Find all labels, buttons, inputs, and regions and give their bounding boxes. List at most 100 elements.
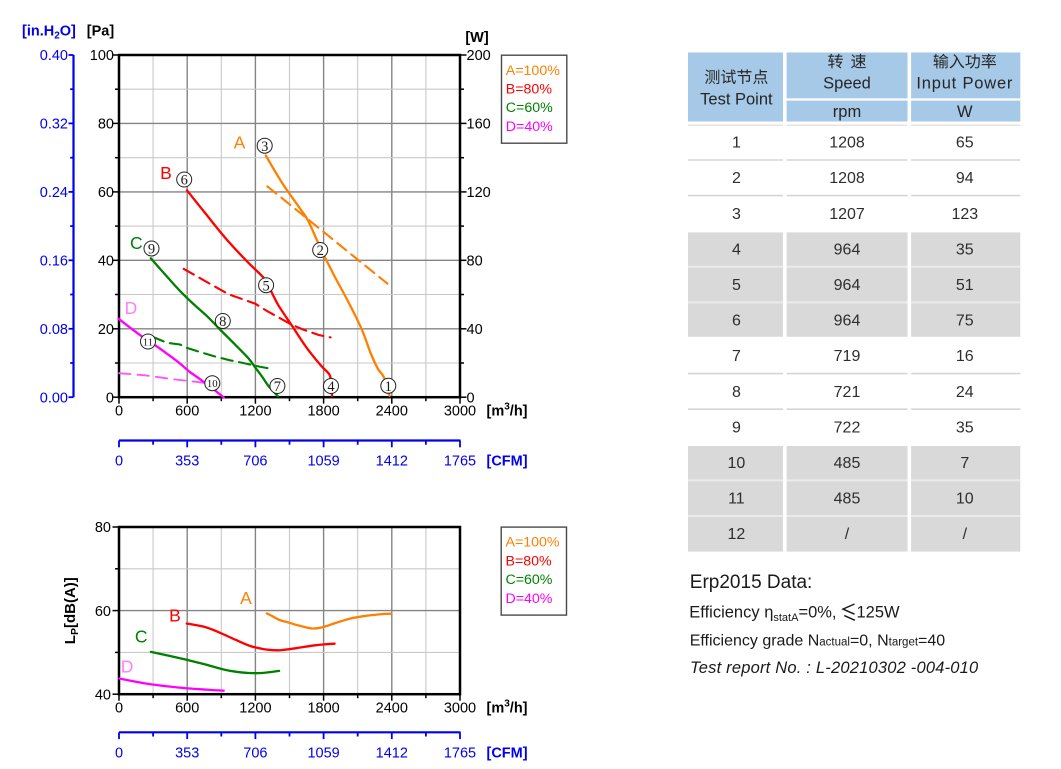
svg-text:6: 6 xyxy=(732,313,741,330)
svg-text:9: 9 xyxy=(148,242,155,258)
svg-text:485: 485 xyxy=(834,455,861,472)
svg-text:0: 0 xyxy=(106,390,114,406)
svg-text:A: A xyxy=(234,133,246,153)
svg-text:94: 94 xyxy=(956,170,974,187)
svg-text:/: / xyxy=(963,526,968,543)
svg-text:964: 964 xyxy=(834,241,861,258)
svg-text:5: 5 xyxy=(732,277,741,294)
svg-text:1: 1 xyxy=(385,379,392,395)
svg-text:80: 80 xyxy=(95,520,111,536)
svg-text:A=100%: A=100% xyxy=(506,535,560,551)
svg-text:1765: 1765 xyxy=(444,745,476,761)
svg-text:A=100%: A=100% xyxy=(506,63,560,79)
svg-text:4: 4 xyxy=(732,241,741,258)
svg-text:[m3/h]: [m3/h] xyxy=(487,699,528,717)
svg-text:2: 2 xyxy=(317,243,324,259)
svg-text:35: 35 xyxy=(956,419,974,436)
svg-text:120: 120 xyxy=(467,185,491,201)
svg-text:9: 9 xyxy=(732,419,741,436)
svg-text:60: 60 xyxy=(98,185,114,201)
svg-text:rpm: rpm xyxy=(833,103,861,121)
svg-text:80: 80 xyxy=(98,117,114,133)
svg-text:8: 8 xyxy=(732,384,741,401)
svg-text:Test report No. : L-20210302: Test report No. : L-20210302 -004-010 xyxy=(690,659,979,677)
svg-text:0.32: 0.32 xyxy=(40,117,68,133)
svg-text:C: C xyxy=(130,233,143,253)
svg-text:1412: 1412 xyxy=(376,453,408,469)
svg-text:3: 3 xyxy=(261,139,268,155)
svg-text:0: 0 xyxy=(115,453,123,469)
svg-text:3000: 3000 xyxy=(444,404,476,420)
svg-text:1059: 1059 xyxy=(307,745,339,761)
svg-text:1765: 1765 xyxy=(444,453,476,469)
svg-text:D: D xyxy=(125,298,138,318)
svg-text:0.00: 0.00 xyxy=(40,390,68,406)
svg-text:353: 353 xyxy=(175,453,199,469)
svg-text:0: 0 xyxy=(115,701,123,717)
svg-text:C: C xyxy=(135,627,148,647)
svg-text:Erp2015 Data:: Erp2015 Data: xyxy=(690,572,813,593)
svg-text:D=40%: D=40% xyxy=(506,119,553,135)
svg-text:7: 7 xyxy=(960,455,969,472)
svg-text:Test Point: Test Point xyxy=(700,91,773,109)
svg-text:24: 24 xyxy=(956,384,974,401)
svg-text:4: 4 xyxy=(327,379,335,395)
svg-text:[m3/h]: [m3/h] xyxy=(487,402,528,420)
svg-text:706: 706 xyxy=(243,745,267,761)
svg-text:123: 123 xyxy=(951,206,978,223)
svg-text:719: 719 xyxy=(834,348,861,365)
svg-text:0: 0 xyxy=(115,745,123,761)
svg-text:7: 7 xyxy=(274,379,281,395)
svg-text:1208: 1208 xyxy=(829,135,865,152)
svg-text:80: 80 xyxy=(467,254,483,270)
svg-text:10: 10 xyxy=(728,455,746,472)
svg-text:D=40%: D=40% xyxy=(506,591,553,607)
svg-text:0.24: 0.24 xyxy=(40,185,68,201)
svg-text:75: 75 xyxy=(956,313,974,330)
svg-text:Speed: Speed xyxy=(823,74,871,92)
svg-text:10: 10 xyxy=(207,378,218,390)
svg-text:1059: 1059 xyxy=(307,453,339,469)
svg-text:8: 8 xyxy=(219,314,226,330)
svg-text:B=80%: B=80% xyxy=(506,553,553,569)
svg-text:65: 65 xyxy=(956,135,974,152)
svg-text:Efficiency grade Nactual=0, Nt: Efficiency grade Nactual=0, Ntarget=40 xyxy=(690,633,946,650)
svg-text:51: 51 xyxy=(956,277,974,294)
svg-text:C=60%: C=60% xyxy=(506,100,553,116)
svg-text:11: 11 xyxy=(728,491,745,508)
svg-text:7: 7 xyxy=(732,348,741,365)
svg-text:3000: 3000 xyxy=(444,701,476,717)
svg-text:40: 40 xyxy=(467,322,483,338)
svg-text:1200: 1200 xyxy=(239,404,271,420)
svg-text:0.16: 0.16 xyxy=(40,254,68,270)
svg-text:B: B xyxy=(160,163,172,183)
svg-text:1800: 1800 xyxy=(307,701,339,717)
svg-text:0: 0 xyxy=(467,390,475,406)
svg-text:C=60%: C=60% xyxy=(506,572,553,588)
svg-text:3: 3 xyxy=(732,206,741,223)
svg-text:1208: 1208 xyxy=(829,170,865,187)
svg-text:6: 6 xyxy=(181,173,188,189)
svg-text:35: 35 xyxy=(956,241,974,258)
svg-text:5: 5 xyxy=(262,278,269,294)
svg-text:/: / xyxy=(845,526,850,543)
svg-text:964: 964 xyxy=(834,313,861,330)
svg-text:600: 600 xyxy=(175,404,199,420)
svg-text:1412: 1412 xyxy=(376,745,408,761)
svg-text:721: 721 xyxy=(834,384,861,401)
svg-text:16: 16 xyxy=(956,348,974,365)
svg-text:722: 722 xyxy=(834,419,861,436)
svg-text:[CFM]: [CFM] xyxy=(487,745,528,761)
svg-text:[CFM]: [CFM] xyxy=(487,453,528,469)
svg-text:1800: 1800 xyxy=(307,404,339,420)
svg-text:Input Power: Input Power xyxy=(916,74,1013,92)
svg-text:40: 40 xyxy=(98,254,114,270)
svg-text:125W: 125W xyxy=(857,603,901,621)
svg-text:[in.H2O]: [in.H2O] xyxy=(22,24,76,42)
svg-text:60: 60 xyxy=(95,604,111,620)
svg-text:10: 10 xyxy=(956,491,974,508)
svg-text:1207: 1207 xyxy=(829,206,865,223)
svg-text:1200: 1200 xyxy=(239,701,271,717)
svg-text:200: 200 xyxy=(467,48,491,64)
svg-text:Efficiency ηstatA=0%,: Efficiency ηstatA=0%, xyxy=(689,603,836,624)
